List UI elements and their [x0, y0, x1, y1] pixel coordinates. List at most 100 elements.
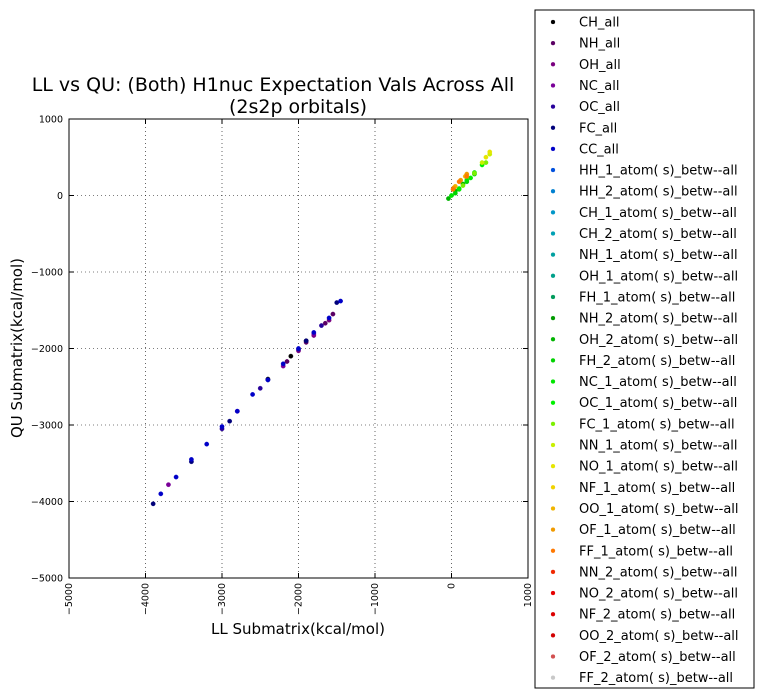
legend-entry: FC_1_atom( s)_betw--all: [579, 417, 735, 432]
legend-entry: FH_2_atom( s)_betw--all: [579, 354, 735, 369]
legend-entry: CH_all: [579, 16, 620, 31]
point-cc-all: [296, 346, 301, 351]
legend-marker: [550, 400, 556, 405]
legend-entry: FC_all: [579, 121, 617, 136]
legend-frame: [534, 9, 755, 689]
legend-marker: [550, 548, 556, 553]
legend-marker: [550, 146, 556, 152]
point-cc-all: [311, 330, 317, 335]
legend-entry: NF_2_atom( s)_betw--all: [579, 608, 735, 623]
legend: CH_all NH_all OH_all NC_all OC_all FC_all CC_a…: [534, 9, 755, 689]
legend-entry: NC_1_atom( s)_betw--all: [579, 375, 737, 390]
legend-entry: FH_1_atom( s)_betw--all: [579, 290, 735, 305]
legend-entry: OH_all: [579, 58, 621, 73]
legend-marker: [550, 358, 556, 363]
point-nh-all: [330, 311, 336, 317]
point-cc-all: [338, 298, 343, 304]
x-tick-label: 0: [447, 583, 458, 589]
legend-entry: NH_all: [579, 37, 620, 52]
point-cc-all: [219, 424, 225, 429]
point-cc-all: [265, 377, 271, 383]
point-cc-all: [250, 392, 255, 397]
legend-entry: NF_1_atom( s)_betw--all: [579, 481, 735, 496]
point-oh-2-atom-s-betw-all: [446, 196, 451, 201]
point-oc-all: [319, 323, 324, 328]
legend-marker: [550, 83, 556, 88]
legend-entry: OC_all: [579, 100, 620, 115]
chart-title-line-2: (2s2p orbitals): [229, 96, 367, 118]
legend-entry: HH_1_atom( s)_betw--all: [579, 164, 738, 179]
legend-entry: OH_2_atom( s)_betw--all: [579, 333, 738, 348]
point-cc-all: [234, 408, 240, 414]
x-tick-label: 1000: [523, 583, 534, 607]
legend-marker: [550, 125, 556, 130]
point-cc-all: [326, 315, 332, 321]
x-tick-label: −5000: [64, 583, 75, 615]
legend-marker: [550, 485, 556, 490]
legend-marker: [550, 506, 556, 511]
points-layer: [150, 149, 493, 507]
legend-entry: NC_all: [579, 79, 620, 94]
y-tick-label: −1000: [31, 268, 63, 279]
legend-marker: [550, 633, 556, 638]
legend-marker: [550, 315, 556, 321]
point-no-1-atom-s-betw-all: [483, 154, 489, 160]
point-fc-all: [303, 338, 309, 344]
legend-entry: CC_all: [579, 142, 619, 157]
x-tick-label: −3000: [217, 583, 228, 615]
legend-marker: [550, 442, 556, 448]
legend-entry: OO_1_atom( s)_betw--all: [579, 502, 739, 517]
point-fh-2-atom-s-betw-all: [452, 190, 458, 196]
legend-entry: FF_2_atom( s)_betw--all: [579, 671, 733, 686]
legend-items: CH_all NH_all OH_all NC_all OC_all FC_all CC_a…: [550, 16, 739, 686]
point-cc-all: [280, 361, 286, 367]
legend-entry: NN_1_atom( s)_betw--all: [579, 439, 738, 454]
legend-marker: [550, 612, 556, 617]
point-fc-all: [150, 501, 156, 507]
point-nc-1-atom-s-betw-all: [449, 193, 454, 198]
legend-marker: [550, 654, 556, 659]
legend-entry: NH_1_atom( s)_betw--all: [579, 248, 738, 263]
legend-entry: NO_1_atom( s)_betw--all: [579, 460, 738, 475]
legend-marker: [550, 421, 556, 427]
legend-marker: [550, 231, 556, 236]
legend-entry: FF_1_atom( s)_betw--all: [579, 544, 733, 559]
legend-marker: [550, 379, 556, 384]
legend-marker: [550, 41, 556, 46]
x-axis-label: LL Submatrix(kcal/mol): [211, 620, 385, 638]
point-oc-all: [257, 385, 263, 391]
legend-entry: OO_2_atom( s)_betw--all: [579, 629, 739, 644]
y-tick-label: 0: [57, 191, 63, 202]
point-cc-all: [189, 457, 194, 462]
legend-entry: NN_2_atom( s)_betw--all: [579, 565, 738, 580]
legend-marker: [550, 19, 556, 25]
legend-marker: [550, 675, 556, 680]
point-oc-1-atom-s-betw-all: [456, 187, 462, 192]
ticks-layer: −5000 −4000 −3000 −2000 −1000 0 1000 −5000 −4000…: [31, 115, 534, 616]
legend-marker: [550, 252, 556, 257]
point-ff-1-atom-s-betw-all: [450, 187, 456, 192]
plot-area: −5000 −4000 −3000 −2000 −1000 0 1000 −5000 −4000…: [31, 115, 534, 616]
y-tick-label: −4000: [31, 497, 63, 508]
legend-marker: [550, 273, 556, 278]
point-fc-1-atom-s-betw-all: [460, 183, 466, 188]
legend-marker: [550, 569, 556, 575]
point-ff-1-atom-s-betw-all: [464, 174, 470, 179]
legend-marker: [550, 294, 556, 300]
point-cc-all: [204, 441, 210, 447]
legend-entry: CH_2_atom( s)_betw--all: [579, 227, 737, 242]
y-tick-label: −3000: [31, 421, 63, 432]
point-ch-all: [288, 353, 294, 359]
legend-entry: HH_2_atom( s)_betw--all: [579, 185, 738, 200]
legend-entry: NO_2_atom( s)_betw--all: [579, 587, 738, 602]
legend-entry: NH_2_atom( s)_betw--all: [579, 312, 738, 327]
point-nc-all: [166, 482, 171, 488]
legend-marker: [550, 463, 556, 469]
legend-marker: [550, 527, 556, 532]
chart-title-line-1: LL vs QU: (Both) H1nuc Expectation Vals …: [32, 74, 515, 96]
point-no-1-atom-s-betw-all: [487, 149, 493, 155]
point-fc-all: [227, 418, 232, 424]
y-tick-label: −2000: [31, 344, 63, 355]
y-axis-label: QU Submatrix(kcal/mol): [8, 258, 26, 438]
